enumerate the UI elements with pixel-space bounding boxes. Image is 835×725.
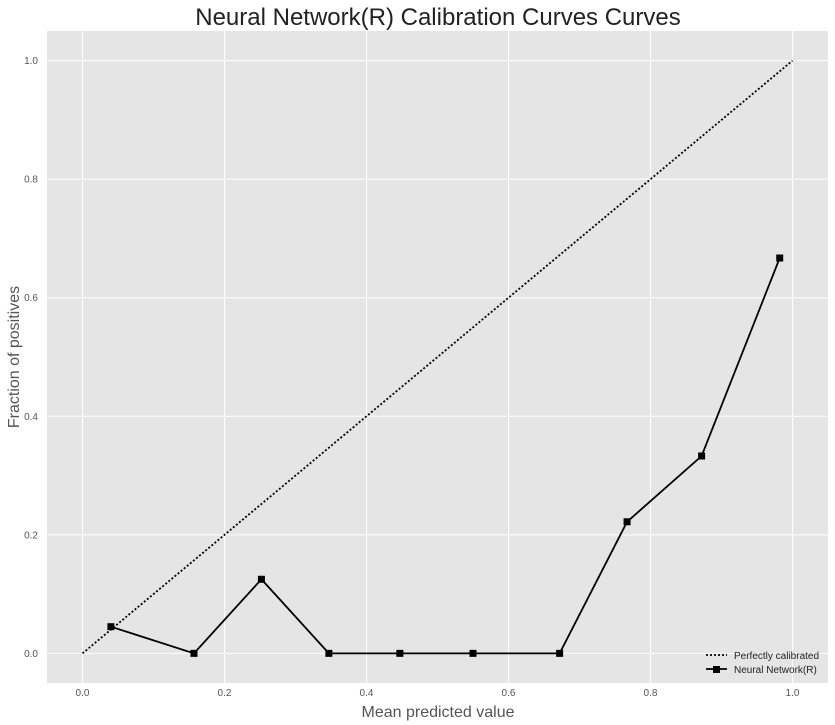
legend-neural-network-label: Neural Network(R): [734, 665, 817, 676]
x-tick-label: 1.0: [786, 688, 800, 699]
neural-network-point: [556, 649, 564, 657]
neural-network-point: [396, 649, 404, 657]
neural-network-line: [110, 257, 781, 655]
x-tick-label: 0.0: [76, 688, 90, 699]
x-tick-label: 0.8: [644, 688, 658, 699]
x-tick-labels: 0.0 0.2 0.4 0.6 0.8 1.0: [76, 688, 800, 699]
neural-network-point: [107, 623, 115, 631]
legend-perfectly-calibrated-label: Perfectly calibrated: [734, 651, 819, 662]
legend: Perfectly calibrated Neural Network(R): [706, 651, 819, 676]
neural-network-point: [190, 649, 198, 657]
x-tick-label: 0.2: [218, 688, 232, 699]
neural-network-point: [623, 518, 631, 526]
chart-title: Neural Network(R) Calibration Curves Cur…: [195, 4, 680, 31]
x-tick-label: 0.4: [360, 688, 374, 699]
neural-network-point: [469, 649, 477, 657]
x-axis-label: Mean predicted value: [362, 704, 515, 721]
neural-network-point: [325, 649, 333, 657]
y-tick-label: 0.6: [24, 293, 38, 304]
y-tick-labels: 0.0 0.2 0.4 0.6 0.8 1.0: [24, 56, 38, 660]
x-tick-label: 0.6: [502, 688, 516, 699]
plot-background: [47, 31, 828, 683]
grid: [47, 31, 828, 683]
y-axis-label: Fraction of positives: [6, 286, 23, 428]
legend-neural-network-marker: [713, 666, 720, 673]
neural-network-point: [776, 254, 784, 262]
y-tick-label: 0.2: [24, 530, 38, 541]
neural-network-point: [257, 575, 265, 583]
y-tick-label: 0.8: [24, 175, 38, 186]
neural-network-point: [698, 452, 706, 460]
y-tick-label: 0.0: [24, 649, 38, 660]
y-tick-label: 0.4: [24, 412, 38, 423]
y-tick-label: 1.0: [24, 56, 38, 67]
series-layer: [81, 59, 794, 657]
